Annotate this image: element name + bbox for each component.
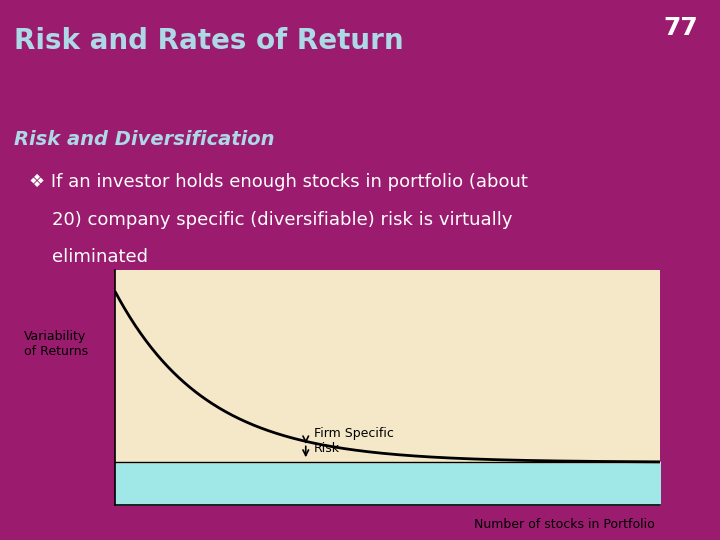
Text: Risk and Rates of Return: Risk and Rates of Return — [14, 27, 404, 55]
Text: Number of stocks in Portfolio: Number of stocks in Portfolio — [474, 518, 654, 531]
Text: ❖ If an investor holds enough stocks in portfolio (about: ❖ If an investor holds enough stocks in … — [29, 173, 528, 191]
Text: Firm Specific
Risk: Firm Specific Risk — [314, 427, 394, 455]
Text: Risk and Diversification: Risk and Diversification — [14, 130, 275, 148]
Text: 77: 77 — [664, 16, 698, 40]
Text: eliminated: eliminated — [29, 248, 148, 266]
Text: 20) company specific (diversifiable) risk is virtually: 20) company specific (diversifiable) ris… — [29, 211, 513, 228]
Text: Variability
of Returns: Variability of Returns — [24, 330, 88, 358]
